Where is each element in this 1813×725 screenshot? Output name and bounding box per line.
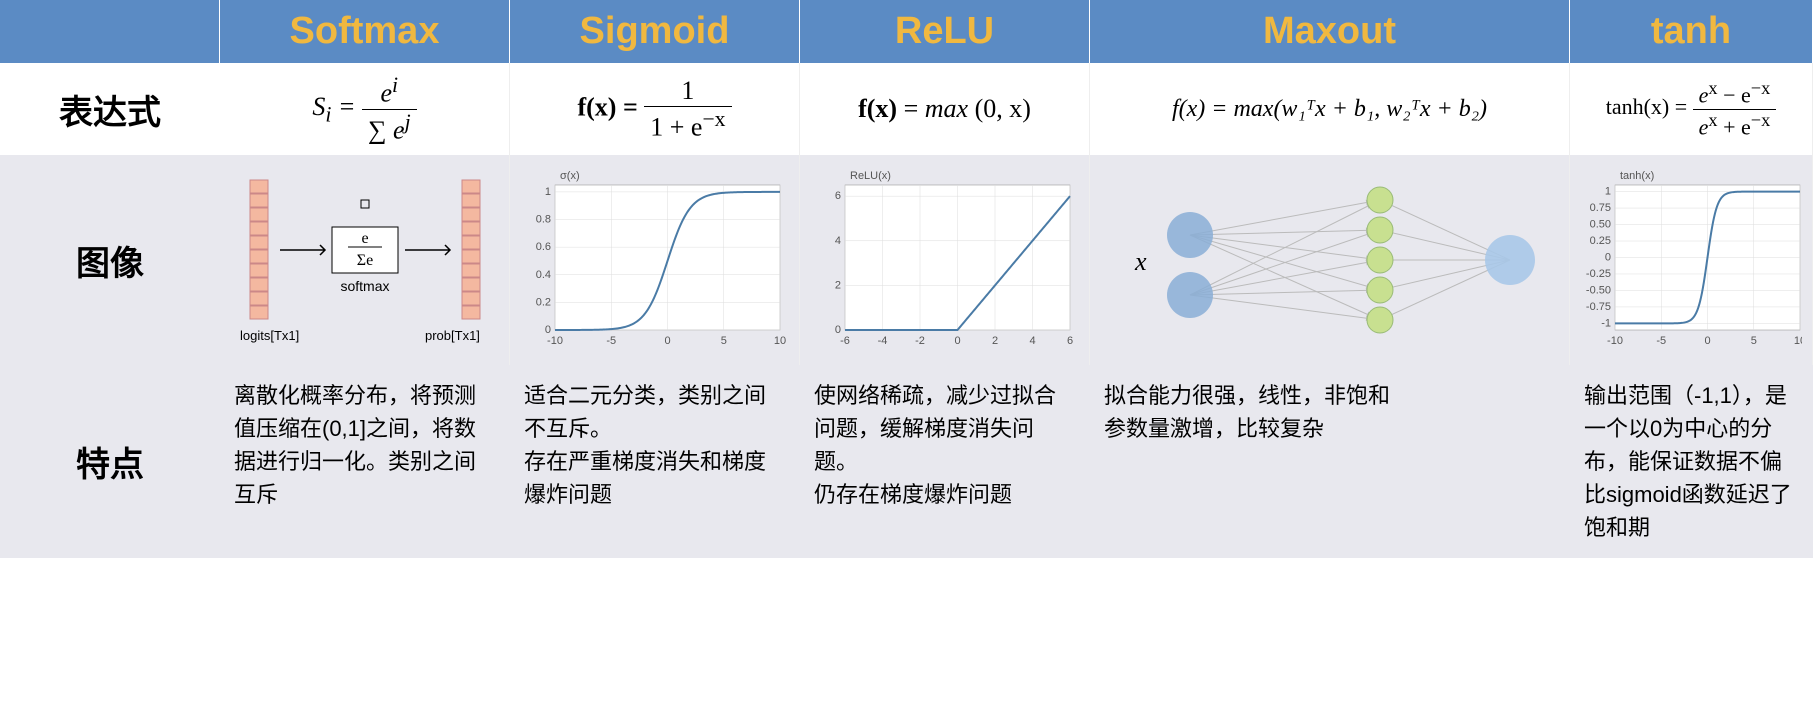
chart-tanh: -1 -0.75 -0.50 -0.25 0 0.25 0.50 0.75 1 -10 -5 0 5 10…	[1570, 155, 1813, 365]
svg-text:1: 1	[1605, 186, 1611, 198]
row-label-features: 特点	[0, 365, 220, 558]
header-tanh: tanh	[1570, 0, 1813, 63]
svg-text:σ(x): σ(x)	[560, 170, 580, 182]
svg-text:prob[Tx1]: prob[Tx1]	[425, 328, 480, 343]
svg-text:-6: -6	[840, 335, 850, 347]
svg-text:2: 2	[835, 280, 841, 292]
svg-text:-0.75: -0.75	[1586, 301, 1611, 313]
header-sigmoid: Sigmoid	[510, 0, 800, 63]
svg-text:0.8: 0.8	[536, 214, 551, 226]
formula-sigmoid: f(x) = 1 1 + e−x	[510, 63, 800, 155]
svg-text:-0.25: -0.25	[1586, 268, 1611, 280]
svg-text:-10: -10	[1607, 335, 1623, 347]
svg-text:0.75: 0.75	[1590, 202, 1611, 214]
maxout-diagram: x	[1100, 165, 1559, 355]
chart-sigmoid: 00.20.40.60.81-10-50510σ(x)	[510, 155, 800, 365]
svg-text:0.2: 0.2	[536, 297, 551, 309]
svg-text:1: 1	[545, 186, 551, 198]
formula-softmax: Si = ei ∑ ej	[220, 63, 510, 155]
svg-text:2: 2	[992, 335, 998, 347]
sigmoid-plot: 00.20.40.60.81-10-50510σ(x)	[520, 165, 789, 355]
svg-text:-10: -10	[547, 335, 563, 347]
softmax-diagram: e Σe softmax logits[Tx1] prob[Tx1]	[230, 165, 499, 355]
svg-text:4: 4	[835, 235, 841, 247]
relu-plot: 0246-6-4-20246ReLU(x)	[810, 165, 1079, 355]
formula-maxout: f(x) = max(w₁ᵀx + b₁, w₂ᵀx + b₂)	[1090, 63, 1570, 155]
svg-text:5: 5	[1751, 335, 1757, 347]
tanh-plot: -1 -0.75 -0.50 -0.25 0 0.25 0.50 0.75 1 -10 -5 0 5 10…	[1580, 165, 1802, 355]
feat-softmax: 离散化概率分布，将预测值压缩在(0,1]之间，将数据进行归一化。类别之间互斥	[220, 365, 510, 558]
chart-maxout: x	[1090, 155, 1570, 365]
svg-text:0.25: 0.25	[1590, 235, 1611, 247]
feat-maxout: 拟合能力很强，线性，非饱和 参数量激增，比较复杂	[1090, 365, 1570, 558]
header-maxout: Maxout	[1090, 0, 1570, 63]
feat-tanh: 输出范围（-1,1），是一个以0为中心的分布，能保证数据不偏 比sigmoid函…	[1570, 365, 1813, 558]
header-relu: ReLU	[800, 0, 1090, 63]
svg-text:-4: -4	[878, 335, 888, 347]
row-label-expression: 表达式	[0, 63, 220, 155]
row-label-image: 图像	[0, 155, 220, 365]
svg-text:6: 6	[1067, 335, 1073, 347]
feat-sigmoid: 适合二元分类，类别之间不互斥。 存在严重梯度消失和梯度爆炸问题	[510, 365, 800, 558]
formula-tanh: tanh(x) = ex − e−x ex + e−x	[1570, 63, 1813, 155]
svg-text:0.50: 0.50	[1590, 219, 1611, 231]
svg-text:0: 0	[1704, 335, 1710, 347]
svg-text:-0.50: -0.50	[1586, 285, 1611, 297]
svg-text:-5: -5	[606, 335, 616, 347]
svg-text:-5: -5	[1656, 335, 1666, 347]
svg-text:x: x	[1134, 247, 1147, 276]
svg-text:tanh(x): tanh(x)	[1620, 170, 1654, 182]
svg-text:0: 0	[1605, 252, 1611, 264]
svg-text:0: 0	[954, 335, 960, 347]
svg-text:-1: -1	[1601, 318, 1611, 330]
chart-softmax: e Σe softmax logits[Tx1] prob[Tx1]	[220, 155, 510, 365]
activation-comparison-table: Softmax Sigmoid ReLU Maxout tanh 表达式 Si …	[0, 0, 1813, 558]
svg-text:e: e	[361, 230, 368, 247]
svg-text:4: 4	[1029, 335, 1035, 347]
chart-relu: 0246-6-4-20246ReLU(x)	[800, 155, 1090, 365]
svg-text:0: 0	[664, 335, 670, 347]
svg-text:-2: -2	[915, 335, 925, 347]
svg-text:10: 10	[1794, 335, 1802, 347]
svg-text:0.6: 0.6	[536, 241, 551, 253]
svg-text:10: 10	[774, 335, 786, 347]
header-empty	[0, 0, 220, 63]
svg-text:softmax: softmax	[340, 278, 389, 294]
svg-text:Σe: Σe	[357, 252, 373, 269]
header-softmax: Softmax	[220, 0, 510, 63]
svg-text:5: 5	[721, 335, 727, 347]
feat-relu: 使网络稀疏，减少过拟合问题，缓解梯度消失问题。 仍存在梯度爆炸问题	[800, 365, 1090, 558]
svg-text:6: 6	[835, 190, 841, 202]
svg-text:logits[Tx1]: logits[Tx1]	[240, 328, 299, 343]
svg-text:ReLU(x): ReLU(x)	[850, 170, 891, 182]
formula-relu: f(x) = max (0, x)	[800, 63, 1090, 155]
svg-text:0.4: 0.4	[536, 269, 551, 281]
